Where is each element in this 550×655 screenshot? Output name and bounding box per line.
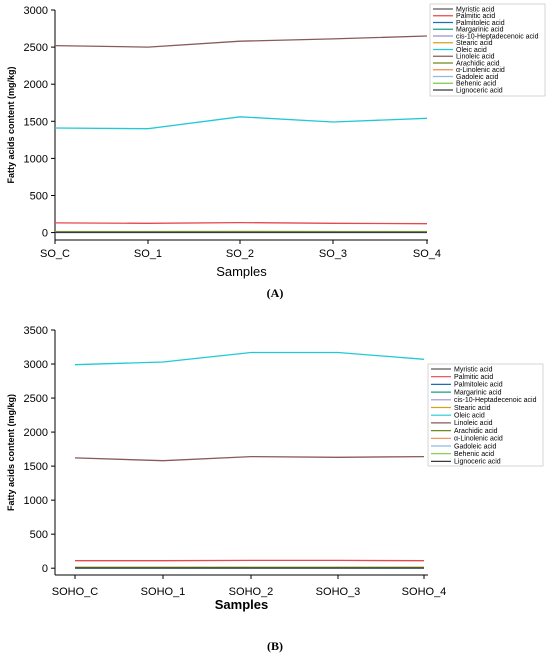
x-tick-label: SO_1 [134,248,162,260]
y-tick-label: 2000 [24,427,48,439]
x-tick-label: SOHO_3 [316,586,361,598]
x-tick-label: SO_4 [413,248,441,260]
legend-label: Margarinic acid [454,389,502,396]
y-tick-label: 1000 [24,495,48,507]
x-tick-label: SO_2 [226,248,254,260]
legend-label: Lignoceric acid [454,459,501,466]
y-tick-label: 2000 [24,79,48,91]
legend-label: Myristic acid [456,6,495,13]
x-tick-label: SOHO_2 [229,586,274,598]
series-line-oleic-acid [54,116,428,130]
legend-label: Palmitic acid [456,13,495,20]
x-tick-label: SOHO_4 [402,586,447,598]
series-line-palmitic-acid [54,221,428,225]
legend-label: Linoleic acid [454,420,493,427]
y-tick-label: 3000 [24,5,48,17]
legend-label: Behenic acid [454,451,494,458]
legend-label: Stearic acid [454,405,491,412]
legend-label: Margarinic acid [456,27,504,34]
legend-label: α-Linolenic acid [454,436,503,443]
legend-label: Arachidic acid [456,60,500,67]
legend-label: Behenic acid [456,81,496,88]
series-line-linoleic-acid [74,455,425,462]
y-tick-label: 3000 [24,359,48,371]
series-line-oleic-acid [74,351,425,366]
y-tick-label: 2500 [24,42,48,54]
legend-label: Oleic acid [456,47,487,54]
legend-label: Stearic acid [456,40,493,47]
y-tick-label: 500 [30,190,48,202]
legend-label: Myristic acid [454,366,493,373]
legend-label: α-Linolenic acid [456,67,505,74]
panel-label: (A) [267,286,284,300]
y-tick-label: 1000 [24,153,48,165]
y-tick-label: 0 [42,228,48,240]
x-tick-label: SOHO_1 [141,586,186,598]
series-line-linoleic-acid [54,35,428,48]
chart-panel-a: 0 500 1000 1500 2000 2500 3000 SO_C SO_1 SO_2 SO_3… [6,3,546,300]
legend-label: Lignoceric acid [456,87,503,94]
legend-label: Linoleic acid [456,54,495,61]
y-tick-label: 500 [30,529,48,541]
y-tick-label: 1500 [24,461,48,473]
legend-label: Arachidic acid [454,428,498,435]
legend-label: Palmitoleic acid [456,20,505,27]
chart-panel-b: 0 500 1000 1500 2000 2500 3000 3500 SOHO_C SOHO_1… [6,325,544,653]
x-axis-label: Samples [215,597,268,612]
y-tick-label: 2500 [24,393,48,405]
y-tick-label: 3500 [24,325,48,337]
y-tick-label: 1500 [24,116,48,128]
x-axis-label: Samples [216,264,267,279]
y-axis-label: Fatty acids content (mg/kg) [6,394,16,511]
legend-label: Palmitoleic acid [454,382,503,389]
legend-label: Gadoleic acid [454,443,497,450]
x-tick-label: SOHO_C [52,586,99,598]
legend-label: Oleic acid [454,413,485,420]
legend-label: Gadoleic acid [456,74,499,81]
x-tick-label: SO_3 [319,248,347,260]
y-axis-label: Fatty acids content (mg/kg) [6,66,16,183]
legend-label: Palmitic acid [454,374,493,381]
legend-label: cis-10-Heptadecenoic acid [454,397,537,404]
panel-label: (B) [267,639,283,653]
x-tick-label: SO_C [40,248,70,260]
y-tick-label: 0 [42,563,48,575]
legend-label: cis-10-Heptadecenoic acid [456,33,539,40]
